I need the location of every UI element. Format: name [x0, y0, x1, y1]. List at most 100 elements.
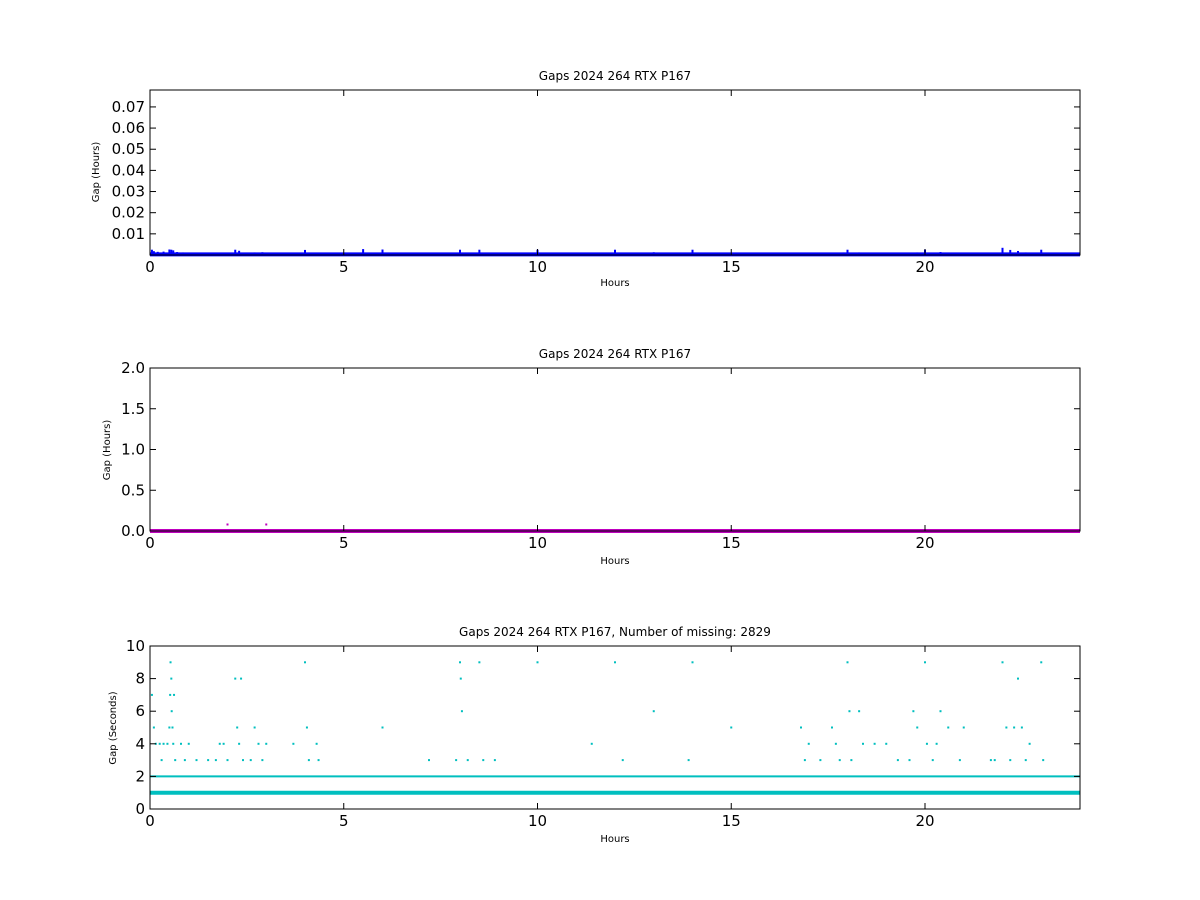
chart-title: Gaps 2024 264 RTX P167	[539, 347, 691, 361]
data-point	[162, 742, 165, 745]
x-tick-label: 5	[339, 258, 349, 276]
data-point	[838, 759, 841, 762]
data-point	[460, 710, 463, 713]
data-point	[862, 742, 864, 745]
x-tick-label: 0	[145, 258, 155, 276]
data-point	[1017, 677, 1019, 680]
y-tick-label: 0.05	[112, 140, 145, 158]
data-point	[292, 742, 295, 745]
data-point	[455, 759, 458, 762]
data-point	[831, 726, 833, 729]
data-point	[993, 759, 996, 762]
x-tick-label: 20	[915, 812, 934, 830]
data-point	[885, 742, 888, 745]
data-point	[621, 759, 624, 762]
data-point	[226, 523, 229, 526]
data-point	[947, 726, 950, 729]
x-tick-label: 10	[528, 258, 547, 276]
data-point	[912, 710, 915, 713]
data-point	[1020, 726, 1023, 729]
data-point	[896, 759, 899, 762]
x-axis-label: Hours	[600, 834, 629, 845]
data-point	[908, 759, 911, 762]
data-point	[242, 759, 244, 762]
data-point	[493, 759, 496, 762]
data-point	[218, 742, 221, 745]
x-tick-label: 0	[145, 534, 155, 552]
x-axis-label: Hours	[600, 278, 629, 289]
data-point	[381, 726, 384, 729]
data-point	[315, 742, 318, 745]
data-point	[226, 759, 229, 762]
x-tick-label: 15	[722, 534, 741, 552]
data-point	[846, 661, 849, 664]
data-point	[939, 710, 942, 713]
data-point	[931, 759, 934, 762]
x-tick-label: 0	[145, 812, 155, 830]
data-point	[265, 523, 268, 526]
data-point	[459, 677, 462, 680]
x-tick-label: 20	[915, 258, 934, 276]
data-marks	[150, 523, 1080, 533]
y-tick-label: 4	[135, 735, 145, 753]
data-point	[187, 742, 190, 745]
data-point	[807, 742, 810, 745]
middle-panel-gap-hours: Gaps 2024 264 RTX P167 Gap (Hours) Hours…	[102, 347, 1081, 567]
data-point	[478, 661, 481, 664]
data-point	[249, 759, 252, 762]
data-point	[1009, 759, 1012, 762]
data-point	[858, 710, 861, 713]
data-point	[150, 693, 153, 696]
x-tick-label: 10	[528, 812, 547, 830]
top-panel-gap-hours: Gaps 2024 264 RTX P167 Gap (Hours) Hours…	[91, 69, 1081, 289]
data-point	[614, 661, 616, 664]
data-point	[803, 759, 806, 762]
data-point	[962, 726, 965, 729]
y-tick-label: 10	[126, 637, 145, 655]
data-point	[1005, 726, 1008, 729]
y-tick-label: 2.0	[121, 359, 145, 377]
data-point	[466, 759, 469, 762]
x-tick-label: 5	[339, 534, 349, 552]
data-point	[174, 759, 177, 762]
data-point	[236, 726, 239, 729]
y-axis-label: Gap (Hours)	[102, 420, 113, 481]
data-point	[652, 710, 655, 713]
x-tick-label: 20	[915, 534, 934, 552]
data-point	[183, 759, 186, 762]
y-tick-label: 0	[135, 800, 145, 818]
data-point	[590, 742, 593, 745]
data-point	[925, 742, 928, 745]
data-point	[158, 742, 161, 745]
data-point	[1042, 759, 1045, 762]
y-tick-label: 6	[135, 702, 145, 720]
data-marks	[150, 661, 1080, 795]
data-point	[1028, 742, 1031, 745]
data-point	[172, 742, 175, 745]
chart-title: Gaps 2024 264 RTX P167	[539, 69, 691, 83]
y-axis-label: Gap (Seconds)	[108, 691, 119, 764]
data-point	[168, 726, 171, 729]
data-point	[166, 742, 169, 745]
x-tick-label: 10	[528, 534, 547, 552]
data-point	[307, 759, 310, 762]
data-point	[261, 759, 264, 762]
data-point	[207, 759, 210, 762]
data-point	[173, 693, 176, 696]
y-tick-label: 2	[135, 767, 145, 785]
data-point	[834, 742, 837, 745]
plot-frame	[149, 89, 1081, 256]
data-point	[152, 726, 155, 729]
y-tick-label: 0.0	[121, 522, 145, 540]
data-point	[850, 759, 853, 762]
data-point	[935, 742, 938, 745]
data-point	[1024, 759, 1027, 762]
y-tick-label: 0.04	[112, 161, 145, 179]
y-tick-label: 0.02	[112, 204, 145, 222]
data-point	[848, 710, 851, 713]
data-point	[171, 726, 174, 729]
data-point	[304, 661, 306, 664]
data-point	[482, 759, 485, 762]
data-point	[257, 742, 260, 745]
